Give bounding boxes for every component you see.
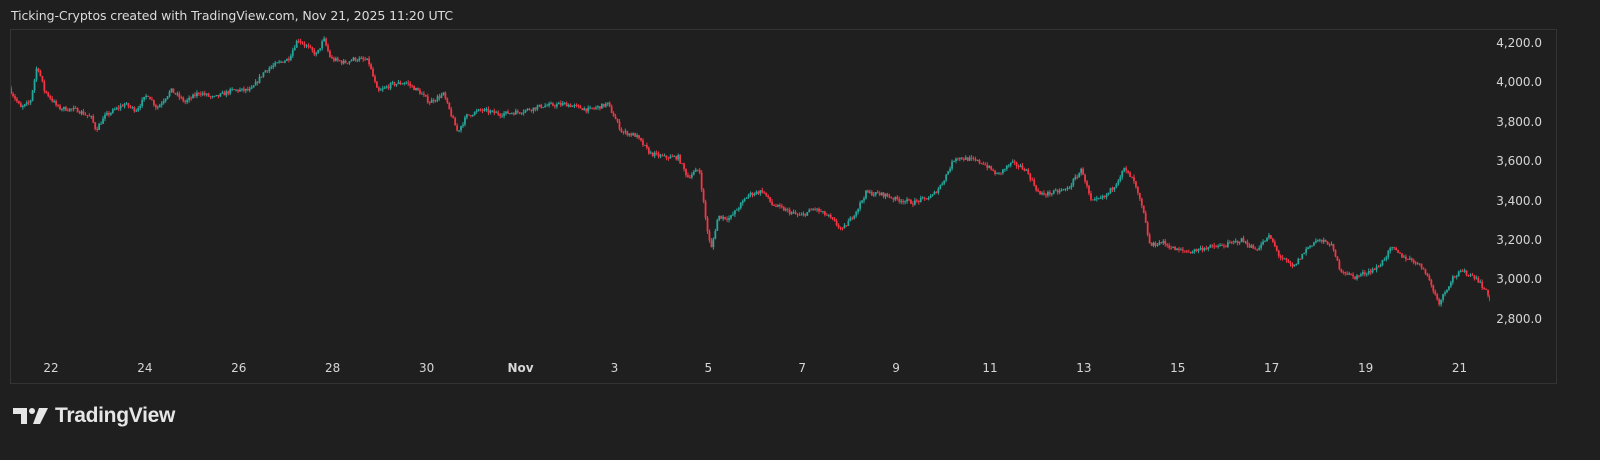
price-axis[interactable]: 4,200.0 4,000.0 3,800.0 3,600.0 3,400.0 3,200… bbox=[1490, 29, 1556, 384]
time-tick-label: 17 bbox=[1264, 361, 1280, 375]
price-tick-label: 4,200.0 bbox=[1496, 36, 1542, 50]
time-axis[interactable]: 22 24 26 28 30 Nov 3 5 7 9 11 13 15 17 19 21 bbox=[11, 355, 1490, 383]
time-tick-label: 5 bbox=[704, 361, 713, 375]
time-tick-label: 7 bbox=[798, 361, 807, 375]
chart-frame bbox=[10, 29, 1557, 384]
time-tick-label: 21 bbox=[1451, 361, 1468, 375]
price-tick-label: 3,600.0 bbox=[1496, 154, 1542, 169]
time-tick-label: 15 bbox=[1170, 361, 1186, 375]
price-tick-label: 3,200.0 bbox=[1496, 233, 1542, 247]
time-tick-label: 13 bbox=[1076, 361, 1092, 375]
time-tick-label: 28 bbox=[325, 361, 341, 375]
time-tick-label: Nov bbox=[507, 361, 534, 375]
price-tick-label: 2,800.0 bbox=[1496, 311, 1542, 326]
tradingview-wordmark: TradingView bbox=[55, 404, 176, 427]
time-tick-label: 26 bbox=[231, 361, 247, 375]
candlestick-plot[interactable] bbox=[11, 30, 1490, 355]
time-tick-label: 22 bbox=[43, 361, 59, 375]
time-tick-label: 24 bbox=[137, 361, 153, 375]
chart-caption: Ticking-Cryptos created with TradingView… bbox=[11, 8, 453, 23]
time-tick-label: 9 bbox=[892, 361, 900, 375]
time-tick-label: 19 bbox=[1357, 361, 1374, 375]
price-tick-label: 3,000.0 bbox=[1496, 272, 1542, 287]
price-tick-label: 3,800.0 bbox=[1496, 114, 1542, 129]
time-tick-label: 30 bbox=[418, 361, 435, 375]
price-tick-label: 3,400.0 bbox=[1496, 193, 1542, 208]
time-tick-label: 3 bbox=[610, 361, 619, 375]
tradingview-logo-icon bbox=[13, 408, 48, 424]
time-tick-label: 11 bbox=[982, 361, 998, 375]
tradingview-logo[interactable]: TradingView bbox=[13, 404, 175, 428]
price-tick-label: 4,000.0 bbox=[1496, 75, 1542, 90]
